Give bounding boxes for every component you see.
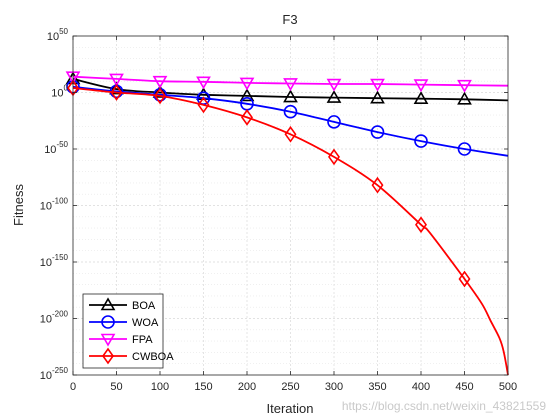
legend-label-woa: WOA: [132, 317, 159, 329]
data-point-cwboa: [197, 96, 210, 114]
data-point-cwboa: [371, 176, 384, 194]
x-axis-label: Iteration: [267, 401, 314, 416]
x-tick-label: 300: [325, 381, 343, 393]
series-line-cwboa: [72, 87, 509, 376]
x-tick-label: 100: [151, 381, 169, 393]
x-tick-label: 350: [368, 381, 386, 393]
y-tick-label: 10-150: [40, 253, 69, 269]
data-point-cwboa: [154, 87, 166, 105]
data-point-fpa: [413, 79, 429, 93]
y-tick-label: 10-100: [40, 197, 69, 213]
legend-item-cwboa: CWBOA: [89, 347, 174, 365]
x-tick-label: 50: [110, 381, 122, 393]
x-tick-label: 500: [499, 381, 517, 393]
data-point-cwboa: [110, 84, 123, 101]
legend-marker-fpa: [100, 333, 116, 347]
x-tick-label: 200: [238, 381, 256, 393]
legend-marker-cwboa: [102, 347, 114, 365]
legend-marker-woa: [101, 315, 115, 329]
y-tick-label: 100: [51, 84, 68, 100]
x-tick-label: 0: [70, 381, 76, 393]
data-point-boa: [413, 91, 429, 105]
chart-title: F3: [282, 12, 297, 27]
y-axis-ticks: 1050 100 10-50 10-100 10-150 10-200 10-250: [40, 27, 508, 382]
data-point-woa: [327, 115, 341, 129]
data-point-cwboa: [458, 270, 471, 288]
y-tick-label: 1050: [47, 27, 69, 43]
y-axis-label: Fitness: [11, 184, 26, 226]
data-point-fpa: [457, 79, 472, 93]
data-point-cwboa: [328, 148, 340, 166]
y-tick-label: 10-200: [40, 310, 69, 326]
data-point-fpa: [326, 78, 342, 92]
data-point-boa: [239, 88, 255, 102]
watermark: https://blog.csdn.net/weixin_43821559: [342, 399, 546, 413]
data-point-woa: [370, 125, 385, 139]
data-point-fpa: [196, 76, 211, 90]
legend-item-boa: BOA: [89, 297, 156, 312]
series-fpa: [65, 71, 509, 93]
data-point-boa: [370, 90, 385, 104]
legend-label-fpa: FPA: [132, 334, 153, 346]
data-point-boa: [457, 91, 472, 105]
data-point-boa: [326, 89, 342, 103]
data-point-cwboa: [241, 108, 253, 126]
data-point-fpa: [370, 78, 385, 92]
data-point-fpa: [109, 73, 124, 87]
x-tick-label: 250: [281, 381, 299, 393]
x-tick-label: 400: [412, 381, 430, 393]
legend-label-boa: BOA: [132, 300, 156, 312]
data-point-cwboa: [284, 125, 297, 143]
series-line-fpa: [72, 75, 509, 87]
legend: BOA WOA FPA CWBOA: [82, 293, 174, 369]
legend-label-cwboa: CWBOA: [132, 351, 174, 363]
data-point-cwboa: [415, 216, 427, 234]
x-axis-ticks: 0 50 100 150 200 250 300 350 400 450 500: [70, 36, 517, 393]
data-point-boa: [283, 89, 298, 103]
data-point-fpa: [152, 75, 168, 89]
x-tick-label: 450: [455, 381, 473, 393]
y-tick-label: 10-250: [40, 366, 69, 382]
data-point-woa: [414, 134, 428, 148]
data-point-woa: [283, 104, 298, 119]
data-point-fpa: [283, 78, 298, 92]
y-tick-label: 10-50: [44, 140, 68, 156]
series-layer: [65, 71, 509, 376]
legend-marker-boa: [100, 297, 116, 311]
x-tick-label: 150: [194, 381, 212, 393]
series-line-boa: [72, 78, 509, 102]
data-point-woa: [457, 142, 472, 156]
legend-item-woa: WOA: [89, 315, 159, 329]
data-point-fpa: [239, 77, 255, 91]
legend-item-fpa: FPA: [89, 333, 153, 347]
